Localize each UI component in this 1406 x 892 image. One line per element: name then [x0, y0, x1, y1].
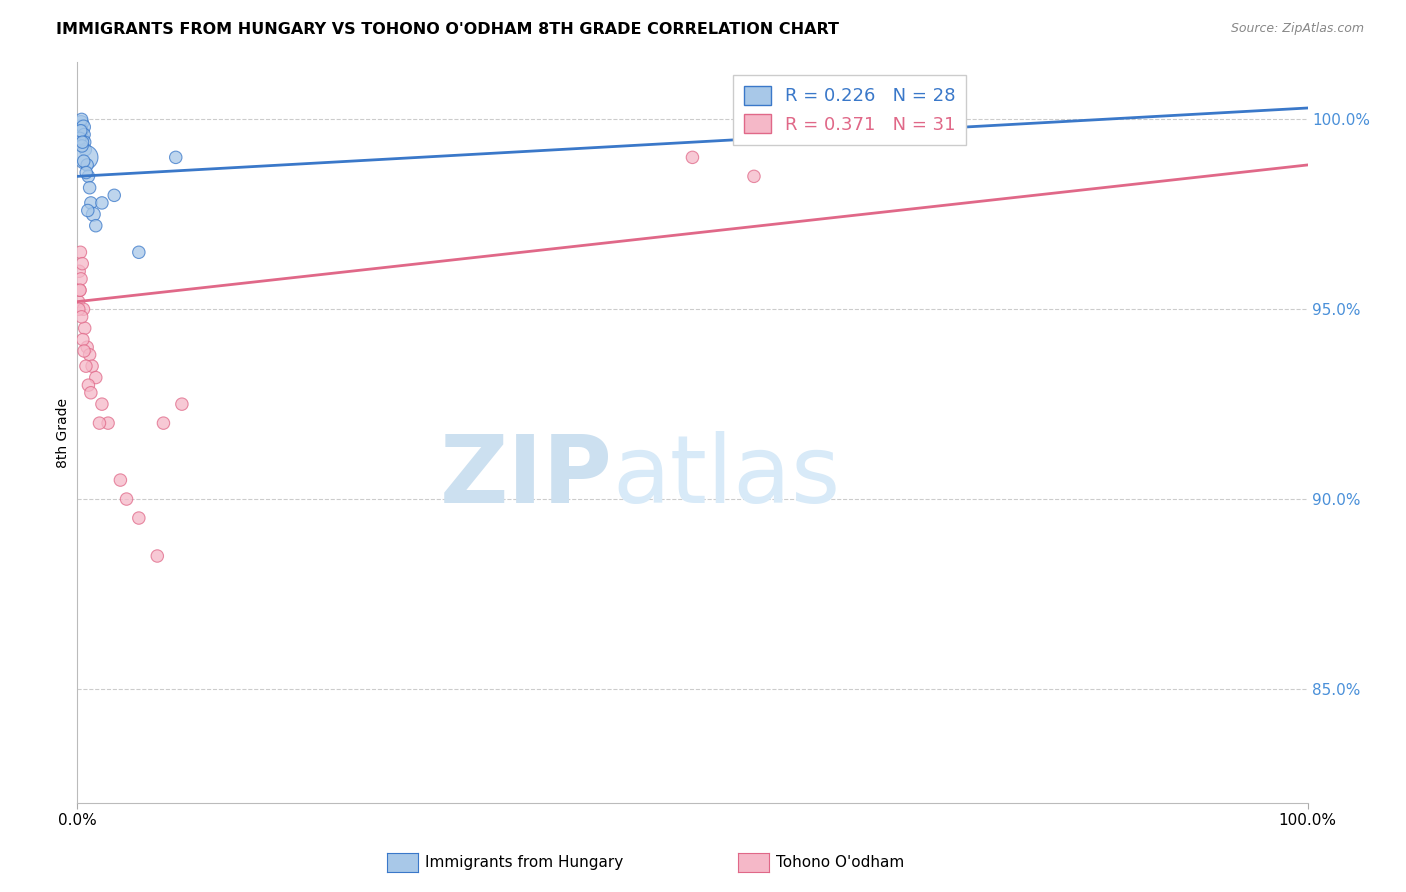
Point	[128, 511, 150, 525]
Point	[115, 491, 138, 506]
Point	[82, 359, 104, 374]
Point	[128, 245, 150, 260]
Point	[742, 169, 765, 184]
Text: atlas: atlas	[613, 431, 841, 523]
Y-axis label: 8th Grade: 8th Grade	[56, 398, 70, 467]
Point	[72, 333, 94, 347]
Point	[165, 150, 187, 164]
Point	[89, 416, 111, 430]
Point	[76, 340, 98, 354]
Point	[90, 397, 114, 411]
Point	[77, 169, 100, 184]
Point	[69, 245, 91, 260]
Point	[90, 195, 114, 210]
Point	[97, 416, 120, 430]
Point	[72, 131, 94, 145]
Point	[77, 378, 100, 392]
Point	[69, 120, 91, 134]
Point	[75, 150, 97, 164]
Point	[103, 188, 125, 202]
Point	[72, 120, 94, 134]
Point	[75, 359, 97, 374]
Point	[67, 302, 90, 317]
Point	[72, 135, 94, 149]
Text: ZIP: ZIP	[440, 431, 613, 523]
Point	[84, 219, 107, 233]
Point	[72, 302, 94, 317]
Point	[69, 124, 91, 138]
Point	[79, 180, 101, 194]
Text: IMMIGRANTS FROM HUNGARY VS TOHONO O'ODHAM 8TH GRADE CORRELATION CHART: IMMIGRANTS FROM HUNGARY VS TOHONO O'ODHA…	[56, 22, 839, 37]
Point	[70, 124, 93, 138]
Point	[67, 128, 90, 142]
Point	[80, 385, 103, 400]
Text: Tohono O'odham: Tohono O'odham	[776, 855, 904, 870]
Point	[73, 135, 96, 149]
Point	[69, 131, 91, 145]
Point	[73, 128, 96, 142]
Point	[73, 154, 96, 169]
Legend: R = 0.226   N = 28, R = 0.371   N = 31: R = 0.226 N = 28, R = 0.371 N = 31	[733, 75, 966, 145]
Point	[84, 370, 107, 384]
Text: Source: ZipAtlas.com: Source: ZipAtlas.com	[1230, 22, 1364, 36]
Point	[682, 150, 704, 164]
Point	[69, 283, 91, 297]
Point	[76, 203, 98, 218]
Point	[80, 195, 103, 210]
Point	[70, 310, 93, 324]
Point	[70, 112, 93, 127]
Point	[75, 143, 97, 157]
Point	[70, 116, 93, 130]
Point	[69, 283, 91, 297]
Point	[67, 294, 90, 309]
Point	[67, 264, 90, 278]
Point	[110, 473, 132, 487]
Text: Immigrants from Hungary: Immigrants from Hungary	[425, 855, 623, 870]
Point	[152, 416, 174, 430]
Point	[76, 158, 98, 172]
Point	[70, 139, 93, 153]
Point	[75, 165, 97, 179]
Point	[79, 348, 101, 362]
Point	[170, 397, 193, 411]
Point	[73, 343, 96, 358]
Point	[70, 272, 93, 286]
Point	[146, 549, 169, 563]
Point	[73, 321, 96, 335]
Point	[70, 257, 93, 271]
Point	[82, 207, 104, 221]
